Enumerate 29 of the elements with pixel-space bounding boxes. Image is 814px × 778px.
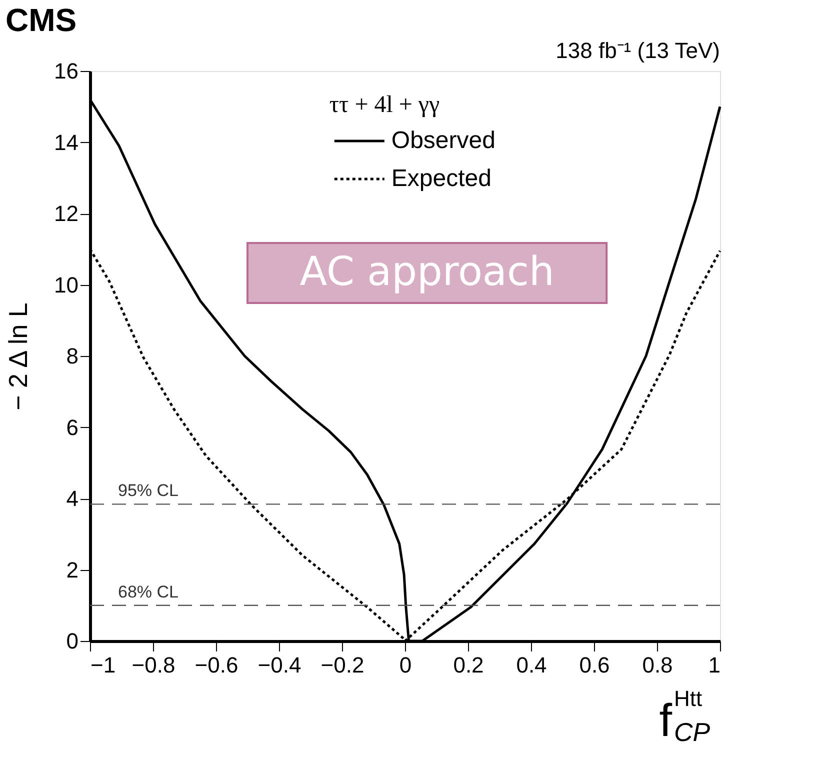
x-tick-label: 0.6 bbox=[579, 652, 610, 678]
y-tick-label: 12 bbox=[54, 201, 78, 226]
legend-title: ττ + 4l + γγ bbox=[329, 92, 440, 118]
legend-label: Expected bbox=[391, 165, 492, 192]
y-tick-label: 0 bbox=[66, 628, 78, 654]
legend-label: Observed bbox=[391, 127, 496, 154]
x-tick-label: −1 bbox=[90, 652, 116, 678]
x-tick-label: 1 bbox=[708, 652, 720, 678]
x-tick-label: 0.2 bbox=[453, 652, 484, 678]
annotation: AC approach bbox=[300, 249, 554, 295]
y-tick-label: 10 bbox=[54, 272, 78, 298]
chart-subtitle: 138 fb⁻¹ (13 TeV) bbox=[556, 38, 720, 63]
x-tick-label: 0.4 bbox=[516, 652, 547, 678]
y-axis-title: − 2 Δ ln L bbox=[3, 302, 34, 410]
x-tick-label: 0.8 bbox=[642, 652, 673, 678]
ref-line-label: 95% CL bbox=[118, 481, 178, 500]
x-tick-label: −0.8 bbox=[132, 652, 176, 678]
chart-title: CMS bbox=[6, 2, 77, 38]
x-tick-label: 0 bbox=[399, 652, 412, 678]
ref-line-label: 68% CL bbox=[118, 582, 178, 602]
x-tick-label: −0.2 bbox=[320, 652, 364, 678]
y-tick-label: 16 bbox=[54, 58, 78, 84]
y-tick-label: 8 bbox=[66, 344, 78, 368]
x-tick-label: −0.4 bbox=[258, 652, 302, 678]
y-tick-label: 14 bbox=[54, 130, 78, 155]
y-tick-label: 6 bbox=[66, 414, 78, 440]
x-tick-label: −0.6 bbox=[194, 652, 238, 678]
y-tick-label: 2 bbox=[66, 557, 78, 582]
y-tick-label: 4 bbox=[66, 486, 78, 511]
